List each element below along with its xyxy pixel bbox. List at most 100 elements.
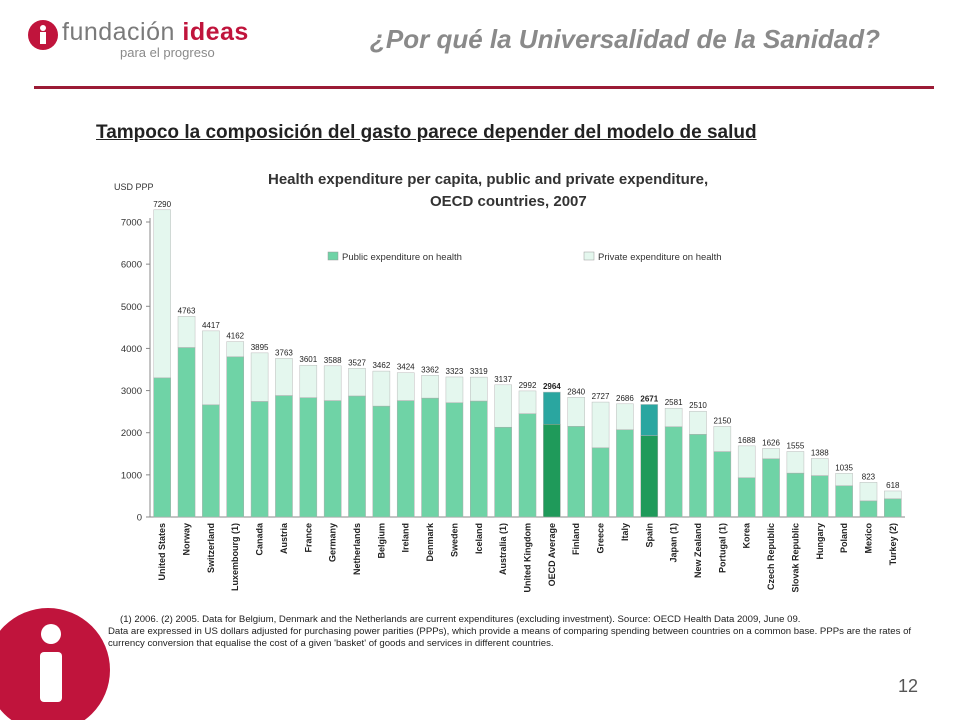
bar-public-segment: [713, 451, 732, 518]
bar-total-label: 3462: [372, 361, 390, 370]
bar-public-segment: [591, 447, 610, 518]
bar-public-segment: [543, 424, 561, 518]
y-tick-label: 3000: [121, 386, 142, 397]
bar-public-segment: [421, 397, 439, 518]
bar-private-segment: [640, 404, 659, 436]
bar-total-label: 618: [886, 481, 900, 490]
x-category-label: Turkey (2): [888, 523, 898, 565]
bar-public-segment: [859, 500, 878, 518]
bar-total-label: 7290: [153, 200, 171, 209]
slide-header-title: ¿Por qué la Universalidad de la Sanidad?: [370, 24, 881, 54]
bar-total-label: 2671: [640, 394, 658, 403]
bar-total-label: 3601: [299, 355, 317, 364]
x-category-label: United States: [157, 523, 167, 581]
bar-public-segment: [348, 395, 366, 518]
x-category-label: Spain: [644, 523, 654, 548]
brand-i-large-icon: [0, 608, 110, 720]
bar-public-segment: [177, 347, 196, 518]
x-category-label: Japan (1): [669, 523, 679, 563]
x-category-label: Norway: [182, 523, 192, 556]
bar-public-segment: [640, 435, 659, 518]
slide-subtitle: Tampoco la composición del gasto parece …: [96, 122, 757, 143]
page-number: 12: [898, 676, 919, 696]
bar-public-segment: [445, 402, 464, 518]
bar-total-label: 3424: [397, 363, 415, 372]
logo: fundación ideas para el progreso: [28, 18, 258, 64]
bar-total-label: 1555: [787, 441, 805, 450]
bar-private-segment: [786, 451, 805, 474]
x-category-label: Finland: [571, 523, 581, 555]
bar-public-segment: [153, 377, 171, 518]
bar-public-segment: [664, 426, 683, 518]
bar-total-label: 4162: [226, 332, 244, 341]
bar-private-segment: [518, 390, 537, 414]
bar-total-label: 3362: [421, 365, 439, 374]
bar-public-segment: [396, 400, 415, 518]
bar-public-segment: [884, 498, 902, 518]
bar-public-segment: [299, 397, 318, 518]
bar-total-label: 3763: [275, 348, 293, 357]
bar-private-segment: [396, 372, 415, 401]
bar-total-label: 823: [862, 472, 876, 481]
bar-private-segment: [737, 445, 756, 479]
bar-private-segment: [859, 482, 878, 502]
bar-private-segment: [543, 391, 561, 425]
bar-public-segment: [226, 356, 245, 518]
bar-total-label: 2964: [543, 382, 561, 391]
bar-total-label: 1035: [835, 463, 853, 472]
bar-public-segment: [762, 458, 780, 518]
x-category-label: Portugal (1): [717, 523, 727, 573]
bar-total-label: 3895: [251, 343, 269, 352]
bar-total-label: 4417: [202, 321, 220, 330]
bar-private-segment: [470, 376, 488, 402]
expenditure-chart: Health expenditure per capita, public an…: [114, 171, 905, 593]
x-category-label: Korea: [742, 522, 752, 549]
brand-i-icon: [28, 20, 58, 50]
legend-swatch-public: [327, 251, 339, 261]
footnote-sources: (1) 2006. (2) 2005. Data for Belgium, De…: [120, 614, 801, 625]
bar-total-label: 2992: [519, 381, 537, 390]
bar-total-label: 3137: [494, 375, 512, 384]
x-category-label: Denmark: [425, 522, 435, 562]
bar-private-segment: [664, 407, 683, 428]
bar-total-label: 2727: [592, 392, 610, 401]
x-category-label: Germany: [328, 523, 338, 562]
bar-total-label: 1626: [762, 438, 780, 447]
bar-total-label: 3588: [324, 356, 342, 365]
x-category-label: Sweden: [449, 523, 459, 557]
footnote-ppp-note: Data are expressed in US dollars adjuste…: [108, 626, 912, 649]
chart-title: Health expenditure per capita, public an…: [268, 171, 708, 188]
bar-public-segment: [786, 472, 805, 518]
bar-private-segment: [226, 341, 245, 358]
x-category-label: United Kingdom: [523, 523, 533, 593]
bar-public-segment: [202, 404, 220, 518]
y-tick-label: 7000: [121, 218, 142, 229]
bar-total-label: 1388: [811, 449, 829, 458]
bar-private-segment: [421, 375, 439, 399]
bar-total-label: 2581: [665, 398, 683, 407]
x-category-label: Austria: [279, 522, 289, 554]
x-category-label: Italy: [620, 523, 630, 541]
bar-private-segment: [616, 403, 634, 431]
bar-private-segment: [202, 330, 220, 406]
y-tick-label: 1000: [121, 470, 142, 481]
x-category-label: France: [303, 523, 313, 553]
x-category-label: Netherlands: [352, 523, 362, 575]
x-category-label: Czech Republic: [766, 523, 776, 590]
x-category-label: Hungary: [815, 523, 825, 560]
bar-total-label: 2150: [713, 416, 731, 425]
bar-private-segment: [713, 426, 732, 452]
bar-private-segment: [275, 358, 293, 396]
legend-swatch-private: [583, 251, 595, 261]
bar-public-segment: [518, 413, 537, 518]
header-divider: [34, 86, 934, 89]
bar-total-label: 2840: [567, 387, 585, 396]
bar-private-segment: [323, 365, 342, 401]
logo-tagline: para el progreso: [120, 45, 215, 60]
x-category-label: Luxembourg (1): [230, 523, 240, 591]
bar-total-label: 3527: [348, 358, 366, 367]
bar-public-segment: [494, 426, 512, 518]
bar-public-segment: [275, 395, 293, 518]
bar-private-segment: [591, 401, 610, 449]
x-category-label: Greece: [596, 523, 606, 554]
